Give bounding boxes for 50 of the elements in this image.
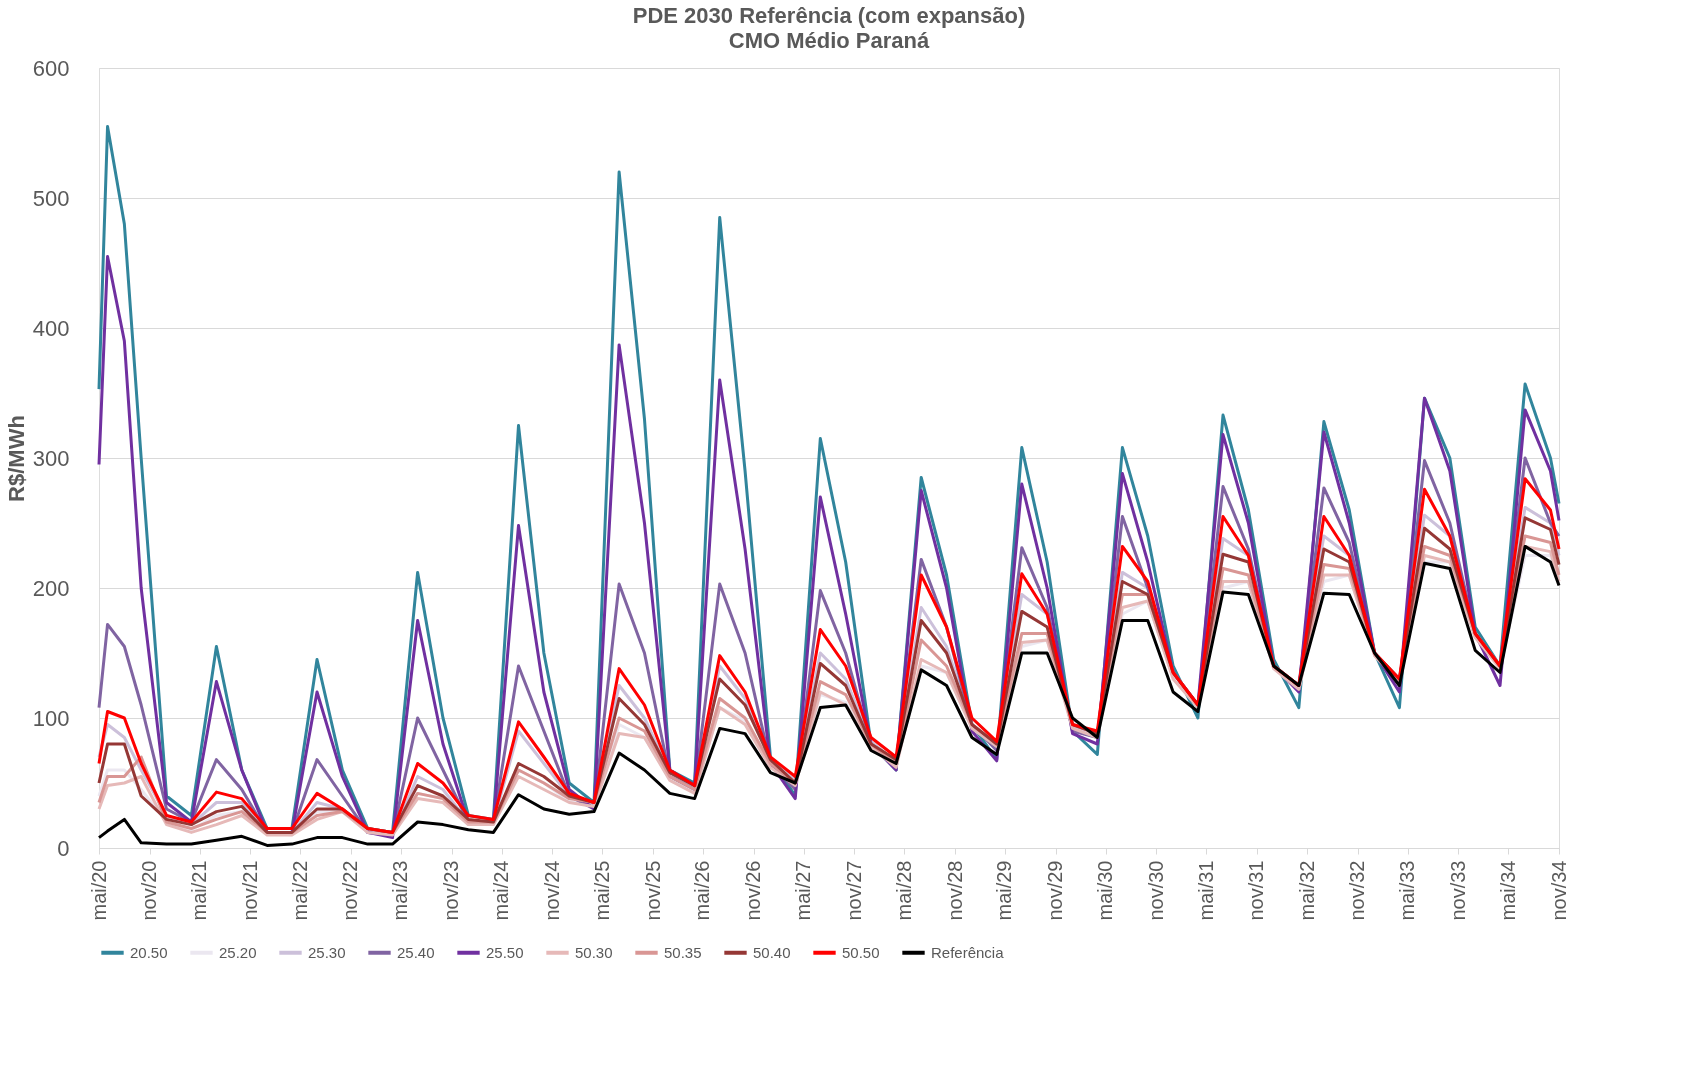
x-tick-label: mai/31 (1194, 860, 1217, 921)
x-tick-label: mai/20 (87, 860, 110, 921)
y-tick-label: 100 (32, 705, 70, 731)
legend-label: 50.30 (575, 943, 613, 961)
legend-label: 25.40 (397, 943, 435, 961)
x-tick-label: nov/27 (842, 860, 865, 921)
legend-label: 25.20 (219, 943, 257, 961)
x-tick-label: mai/22 (288, 860, 311, 921)
y-tick-label: 200 (32, 575, 70, 601)
x-tick-label: nov/29 (1044, 860, 1067, 921)
y-axis-title: R$/MWh (3, 415, 29, 502)
x-tick-label: nov/23 (440, 860, 463, 921)
x-tick-label: nov/20 (138, 860, 161, 921)
x-tick-label: mai/21 (188, 860, 211, 921)
x-tick-label: mai/30 (1094, 860, 1117, 921)
legend-label: 20.50 (130, 943, 168, 961)
y-tick-label: 500 (32, 185, 70, 211)
x-tick-label: mai/25 (590, 860, 613, 921)
x-tick-label: mai/29 (993, 860, 1016, 921)
legend-label: 25.30 (308, 943, 346, 961)
chart-subtitle: CMO Médio Paraná (728, 28, 930, 53)
legend-label: 50.40 (753, 943, 791, 961)
x-tick-label: mai/34 (1496, 860, 1519, 921)
x-tick-label: nov/28 (943, 860, 966, 921)
x-tick-label: nov/22 (339, 860, 362, 921)
legend-label: 50.50 (842, 943, 880, 961)
y-tick-label: 600 (32, 55, 70, 81)
x-tick-label: mai/28 (892, 860, 915, 921)
x-tick-label: mai/24 (490, 860, 513, 921)
x-tick-label: nov/34 (1547, 860, 1570, 921)
x-tick-label: mai/23 (389, 860, 412, 921)
x-tick-label: nov/25 (641, 860, 664, 921)
chart-title: PDE 2030 Referência (com expansão) (632, 3, 1026, 28)
y-tick-label: 0 (57, 835, 70, 861)
x-tick-label: nov/32 (1346, 860, 1369, 921)
legend-label: Referência (931, 943, 1005, 961)
x-tick-label: nov/21 (238, 860, 261, 921)
x-tick-label: nov/31 (1245, 860, 1268, 921)
y-tick-label: 300 (32, 445, 70, 471)
y-tick-label: 400 (32, 315, 70, 341)
legend-label: 50.35 (664, 943, 702, 961)
x-tick-label: nov/24 (540, 860, 563, 921)
x-tick-label: nov/30 (1144, 860, 1167, 921)
x-tick-label: mai/26 (691, 860, 714, 921)
x-tick-label: mai/27 (792, 860, 814, 921)
x-tick-label: nov/26 (742, 860, 765, 921)
x-tick-label: mai/33 (1396, 860, 1419, 921)
legend-label: 25.50 (486, 943, 524, 961)
x-tick-label: mai/32 (1295, 860, 1318, 921)
x-tick-label: nov/33 (1446, 860, 1469, 921)
